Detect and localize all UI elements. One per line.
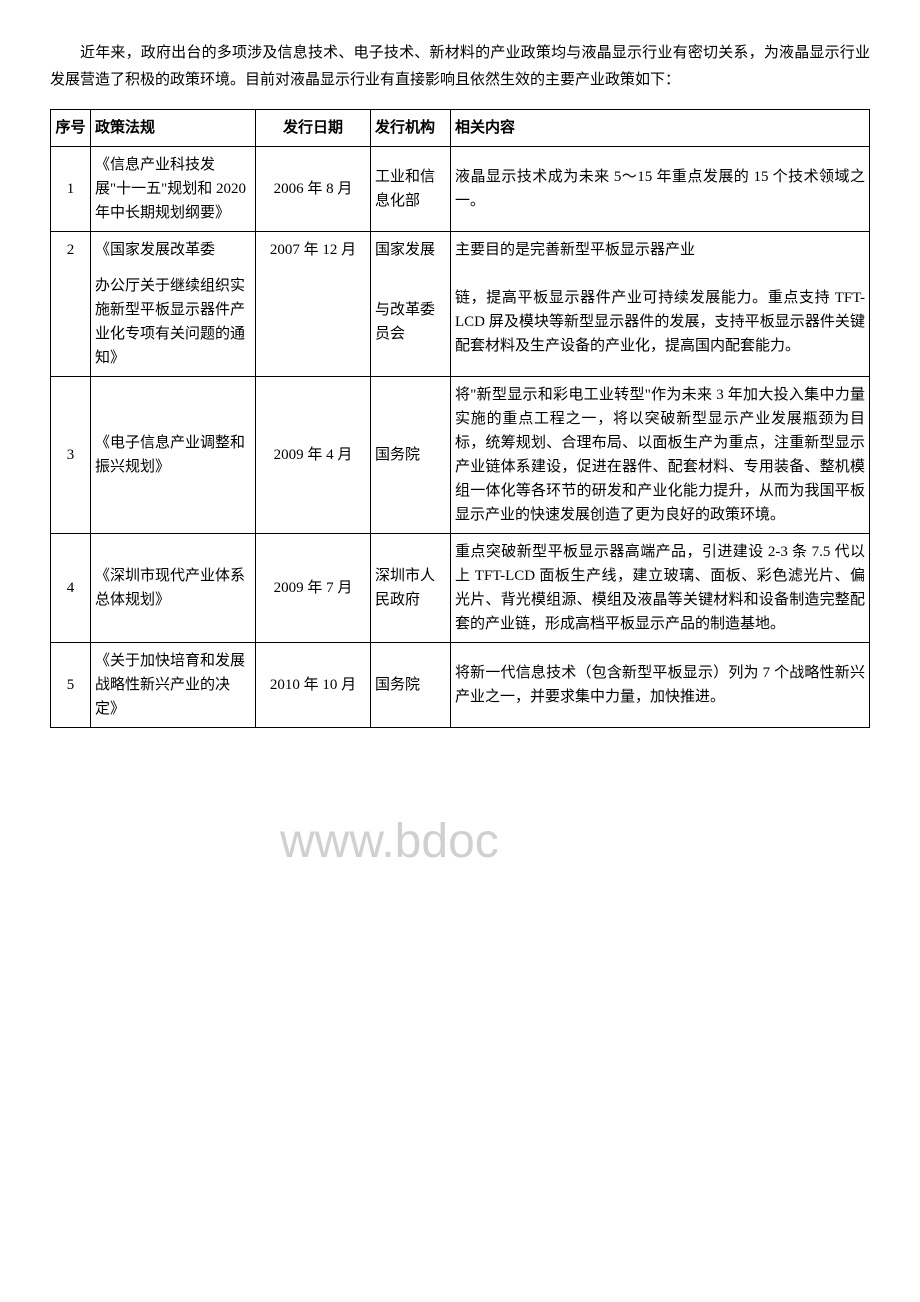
header-num: 序号 bbox=[51, 110, 91, 147]
cell-content: 液晶显示技术成为未来 5～15 年重点发展的 15 个技术领域之一。 bbox=[451, 147, 870, 232]
cell-date: 2009 年 4 月 bbox=[256, 377, 371, 534]
header-policy: 政策法规 bbox=[91, 110, 256, 147]
cell-policy: 办公厅关于继续组织实施新型平板显示器件产业化专项有关问题的通知》 bbox=[91, 268, 256, 377]
table-row: 3 《电子信息产业调整和振兴规划》 2009 年 4 月 国务院 将"新型显示和… bbox=[51, 377, 870, 534]
cell-content: 将新一代信息技术（包含新型平板显示）列为 7 个战略性新兴产业之一，并要求集中力… bbox=[451, 643, 870, 728]
table-row: 4 《深圳市现代产业体系总体规划》 2009 年 7 月 深圳市人民政府 重点突… bbox=[51, 534, 870, 643]
cell-num: 1 bbox=[51, 147, 91, 232]
table-row: 办公厅关于继续组织实施新型平板显示器件产业化专项有关问题的通知》 与改革委员会 … bbox=[51, 268, 870, 377]
cell-date: 2006 年 8 月 bbox=[256, 147, 371, 232]
cell-date: 2009 年 7 月 bbox=[256, 534, 371, 643]
cell-content: 将"新型显示和彩电工业转型"作为未来 3 年加大投入集中力量实施的重点工程之一，… bbox=[451, 377, 870, 534]
header-date: 发行日期 bbox=[256, 110, 371, 147]
cell-num: 3 bbox=[51, 377, 91, 534]
cell-org: 工业和信息化部 bbox=[371, 147, 451, 232]
cell-policy: 《深圳市现代产业体系总体规划》 bbox=[91, 534, 256, 643]
cell-policy: 《国家发展改革委 bbox=[91, 232, 256, 269]
cell-num: 2 bbox=[51, 232, 91, 269]
header-org: 发行机构 bbox=[371, 110, 451, 147]
watermark-text: www.bdoc bbox=[280, 799, 499, 885]
cell-content: 重点突破新型平板显示器高端产品，引进建设 2-3 条 7.5 代以上 TFT-L… bbox=[451, 534, 870, 643]
table-wrapper: www.bdoc 序号 政策法规 发行日期 发行机构 相关内容 1 《信息产业科… bbox=[50, 109, 870, 728]
cell-org: 与改革委员会 bbox=[371, 268, 451, 377]
table-row: 1 《信息产业科技发展"十一五"规划和 2020 年中长期规划纲要》 2006 … bbox=[51, 147, 870, 232]
table-row: 5 《关于加快培育和发展战略性新兴产业的决定》 2010 年 10 月 国务院 … bbox=[51, 643, 870, 728]
cell-date: 2007 年 12 月 bbox=[256, 232, 371, 269]
table-header-row: 序号 政策法规 发行日期 发行机构 相关内容 bbox=[51, 110, 870, 147]
table-row: 2 《国家发展改革委 2007 年 12 月 国家发展 主要目的是完善新型平板显… bbox=[51, 232, 870, 269]
header-content: 相关内容 bbox=[451, 110, 870, 147]
cell-org: 国务院 bbox=[371, 377, 451, 534]
cell-num: 4 bbox=[51, 534, 91, 643]
cell-org: 国务院 bbox=[371, 643, 451, 728]
cell-org: 国家发展 bbox=[371, 232, 451, 269]
cell-date: 2010 年 10 月 bbox=[256, 643, 371, 728]
cell-org: 深圳市人民政府 bbox=[371, 534, 451, 643]
cell-content: 链，提高平板显示器件产业可持续发展能力。重点支持 TFT-LCD 屏及模块等新型… bbox=[451, 268, 870, 377]
intro-paragraph: 近年来，政府出台的多项涉及信息技术、电子技术、新材料的产业政策均与液晶显示行业有… bbox=[50, 40, 870, 94]
cell-date bbox=[256, 268, 371, 377]
cell-content: 主要目的是完善新型平板显示器产业 bbox=[451, 232, 870, 269]
cell-policy: 《关于加快培育和发展战略性新兴产业的决定》 bbox=[91, 643, 256, 728]
cell-policy: 《信息产业科技发展"十一五"规划和 2020 年中长期规划纲要》 bbox=[91, 147, 256, 232]
cell-num: 5 bbox=[51, 643, 91, 728]
cell-num bbox=[51, 268, 91, 377]
cell-policy: 《电子信息产业调整和振兴规划》 bbox=[91, 377, 256, 534]
policy-table: 序号 政策法规 发行日期 发行机构 相关内容 1 《信息产业科技发展"十一五"规… bbox=[50, 109, 870, 728]
